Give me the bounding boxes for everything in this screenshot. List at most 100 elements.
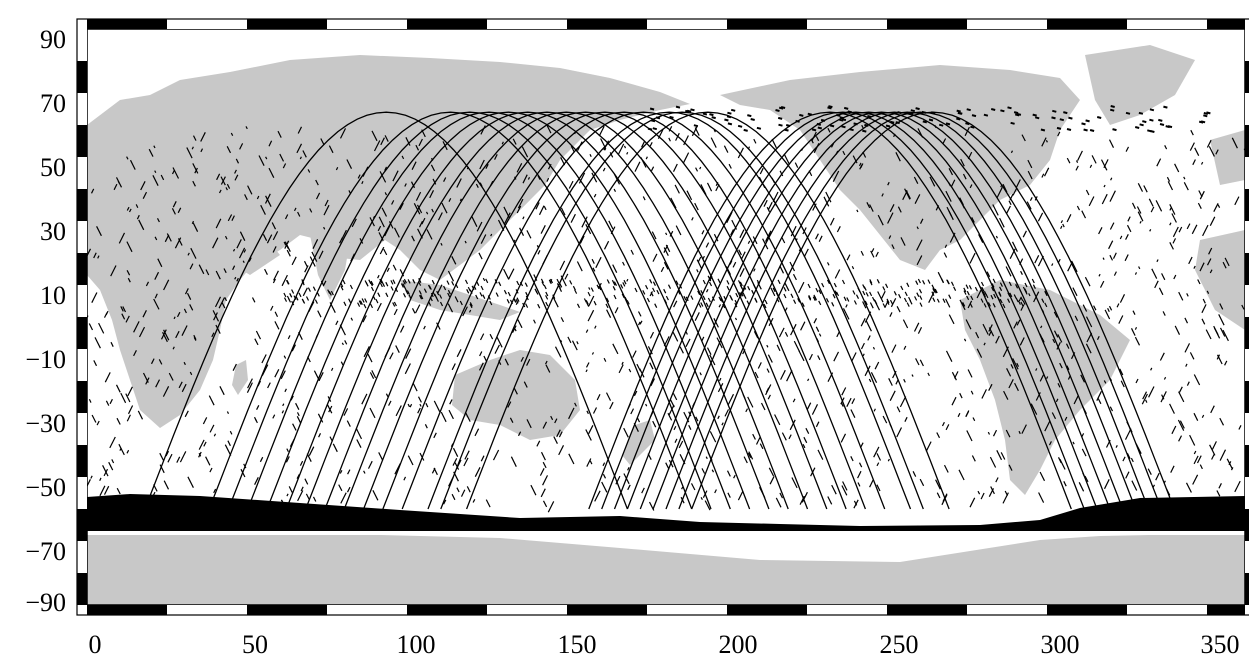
track-segment [918,288,923,294]
track-segment [810,139,814,144]
track-segment [858,162,862,167]
track-segment [714,489,717,494]
track-segment [606,297,610,303]
track-segment [1108,305,1113,311]
track-segment [887,181,890,186]
track-segment [652,253,658,262]
track-segment [1055,398,1059,403]
track-segment [641,487,645,494]
track-segment [595,256,602,269]
track-segment [384,192,388,196]
track-segment [743,128,748,132]
x-tick-label: 100 [397,630,436,659]
track-segment [909,300,913,305]
track-segment [730,108,736,112]
track-segment [1192,474,1199,485]
track-segment [660,266,665,273]
track-segment [113,183,118,191]
track-segment [724,409,730,417]
track-segment [1134,272,1138,275]
track-segment [739,281,743,287]
track-segment [1193,374,1201,386]
track-segment [1203,112,1209,115]
track-segment [273,270,279,281]
track-segment [790,293,794,299]
track-segment [1076,205,1081,211]
track-segment [872,346,876,350]
track-segment [425,402,429,408]
track-segment [378,452,384,461]
track-segment [1169,403,1175,414]
track-segment [1035,368,1038,371]
track-segment [514,328,517,332]
track-segment [1216,490,1221,497]
track-segment [116,487,121,495]
track-segment [831,302,835,307]
track-segment [993,293,997,299]
track-segment [1164,145,1168,150]
track-segment [451,281,455,286]
track-segment [965,122,970,126]
track-segment [783,153,790,165]
ground-track [324,111,809,510]
track-segment [189,371,193,376]
track-segment [1234,196,1240,206]
track-segment [153,298,160,310]
track-segment [362,315,367,323]
track-segment [841,118,847,122]
track-segment [1135,378,1139,384]
track-segment [881,290,886,299]
track-segment [915,358,920,366]
track-segment [1103,479,1110,490]
frame-check [727,19,807,29]
frame-check [87,19,167,29]
track-segment [293,207,297,212]
track-segment [1014,382,1019,392]
track-segment [1000,109,1005,113]
frame-check [567,605,647,615]
track-segment [429,190,435,199]
track-segment [889,120,895,124]
track-segment [127,277,131,283]
y-tick-label: 90 [40,25,66,54]
track-segment [846,397,852,407]
track-segment [1043,167,1050,177]
track-segment [476,221,483,232]
track-segment [891,244,895,250]
track-segment [533,274,538,281]
track-segment [910,109,916,113]
track-segment [682,152,690,164]
track-segment [604,147,607,151]
track-segment [150,358,155,365]
track-segment [767,354,773,363]
track-segment [875,251,879,257]
track-segment [392,279,396,284]
track-segment [784,331,789,337]
track-segment [415,191,422,201]
track-segment [690,483,696,491]
track-segment [718,296,722,302]
track-segment [558,431,563,438]
track-segment [641,140,646,148]
track-segment [379,246,385,255]
track-segment [571,340,578,351]
track-segment [634,161,641,172]
track-segment [515,299,519,304]
track-segment [111,459,115,464]
track-segment [1109,108,1115,112]
track-segment [413,203,421,215]
track-segment [1208,146,1215,157]
track-segment [966,295,970,301]
track-segment [652,281,656,286]
track-segment [1081,448,1087,457]
track-segment [251,297,256,303]
track-segment [247,378,253,389]
track-segment [752,433,756,440]
track-segment [526,419,532,429]
track-segment [1005,266,1012,277]
track-segment [443,177,447,182]
track-segment [730,296,734,301]
track-segment [127,386,133,397]
track-segment [728,163,732,169]
track-segment [895,152,901,162]
